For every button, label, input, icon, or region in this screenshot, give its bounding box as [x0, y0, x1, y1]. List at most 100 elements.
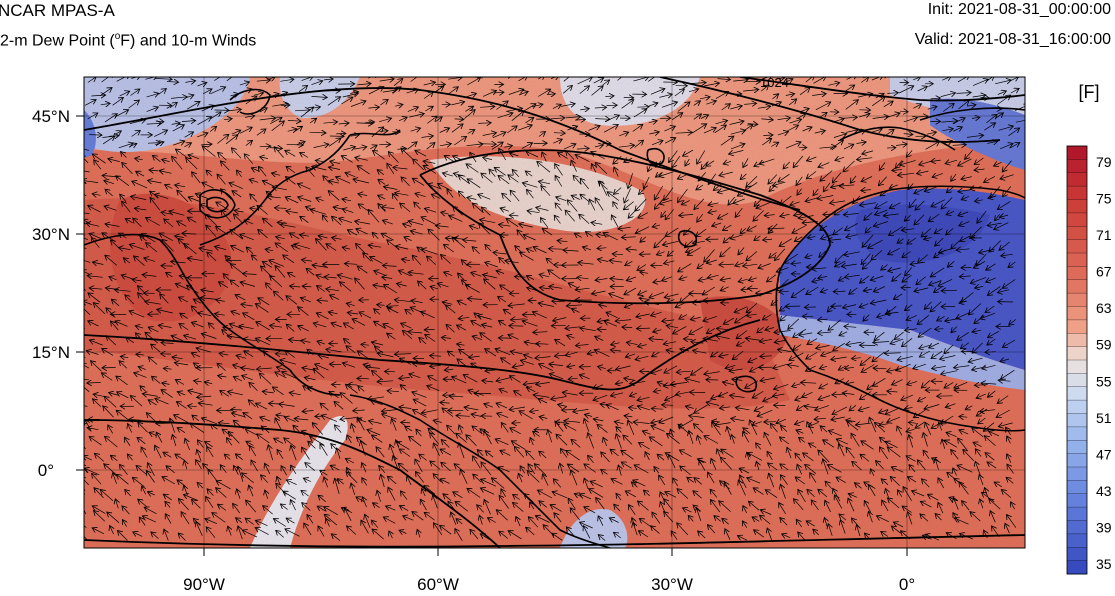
wind-arrow [917, 86, 928, 92]
wind-arrow [942, 104, 954, 112]
wind-arrow [104, 181, 115, 184]
wind-arrow [350, 101, 366, 107]
wind-arrow [324, 79, 333, 80]
colorbar-cell [1067, 253, 1087, 267]
wind-arrow [588, 126, 601, 131]
wind-arrow [391, 87, 401, 94]
wind-arrow [895, 144, 907, 146]
wind-arrow [777, 118, 791, 120]
wind-arrow [241, 89, 252, 92]
wind-arrow [506, 108, 522, 111]
wind-arrow [451, 102, 464, 105]
wind-arrow [451, 124, 463, 133]
wind-arrow [492, 132, 506, 139]
wind-arrow [272, 187, 287, 190]
wind-arrow [643, 176, 650, 189]
wind-arrow [903, 117, 918, 123]
wind-arrow [315, 160, 325, 161]
wind-arrow [672, 155, 681, 168]
wind-arrow [859, 114, 870, 118]
wind-arrow [926, 132, 937, 134]
wind-arrow [595, 119, 610, 120]
wind-arrow [942, 77, 951, 80]
wind-arrow [619, 132, 628, 136]
wind-arrow [192, 172, 201, 184]
wind-arrow [155, 142, 164, 145]
wind-arrow [729, 121, 745, 124]
wind-arrow [689, 293, 705, 294]
wind-arrow [688, 89, 699, 92]
wind-arrow [713, 183, 722, 191]
wind-arrow [518, 77, 528, 82]
wind-arrow [245, 140, 253, 146]
wind-arrow [231, 148, 242, 159]
wind-arrow [210, 87, 225, 95]
wind-arrow [563, 144, 576, 150]
wind-arrow [409, 114, 424, 118]
wind-arrow [828, 83, 839, 86]
wind-arrow [259, 118, 276, 120]
wind-arrow [434, 86, 444, 93]
wind-arrow [442, 173, 453, 176]
wind-arrow [89, 135, 102, 136]
degree-symbol: o [114, 31, 121, 42]
wind-arrow [297, 141, 305, 144]
wind-arrow [122, 162, 133, 174]
wind-arrow [561, 104, 575, 107]
colorbar-cell [1067, 360, 1087, 374]
colorbar-cell [1067, 413, 1087, 428]
colorbar-label: 47 [1096, 446, 1112, 462]
wind-arrow [818, 162, 830, 168]
wind-arrow [788, 99, 797, 106]
wind-arrow [538, 181, 550, 184]
wind-arrow [683, 149, 694, 156]
wind-arrow [649, 132, 659, 134]
wind-arrow [225, 135, 238, 145]
wind-arrow [297, 184, 311, 190]
wind-arrow [669, 150, 678, 163]
wind-arrow [567, 126, 578, 130]
wind-arrow [678, 188, 688, 203]
wind-arrow [898, 173, 915, 175]
wind-arrow [186, 101, 200, 110]
wind-arrow [131, 130, 141, 137]
wind-arrow [217, 134, 228, 144]
wind-arrow [925, 141, 940, 150]
wind-arrow [624, 188, 631, 203]
wind-arrow [772, 94, 778, 99]
wind-arrow [300, 107, 314, 118]
wind-arrow [259, 146, 271, 147]
wind-arrow [410, 128, 421, 131]
lon-label-30w: 30°W [651, 575, 693, 594]
wind-arrow [280, 79, 294, 81]
wind-arrow [932, 173, 943, 177]
wind-arrow [202, 89, 212, 95]
wind-arrow [843, 160, 855, 172]
wind-arrow [368, 107, 379, 108]
wind-arrow [813, 188, 819, 196]
colorbar-cell [1067, 319, 1087, 334]
wind-arrow [227, 109, 241, 111]
wind-arrow [798, 113, 806, 118]
wind-arrow [760, 85, 769, 92]
wind-arrow [650, 89, 665, 95]
wind-arrow [706, 160, 715, 166]
wind-arrow [856, 142, 867, 144]
wind-arrow [1008, 128, 1020, 137]
wind-arrow [130, 89, 140, 96]
texture-noise [84, 77, 1025, 548]
wind-arrow [961, 177, 972, 180]
wind-arrow [388, 152, 399, 163]
wind-arrow [423, 92, 433, 99]
wind-arrow [553, 139, 562, 143]
wind-arrow [648, 77, 661, 82]
wind-arrow [197, 83, 207, 86]
wind-arrow [967, 105, 976, 106]
wind-arrow [226, 77, 233, 82]
wind-arrow [632, 124, 643, 132]
wind-arrow [995, 80, 1011, 85]
wind-arrow [654, 185, 663, 200]
colorbar-cell [1067, 440, 1087, 455]
wind-arrow [132, 181, 148, 189]
wind-arrow [885, 113, 900, 119]
